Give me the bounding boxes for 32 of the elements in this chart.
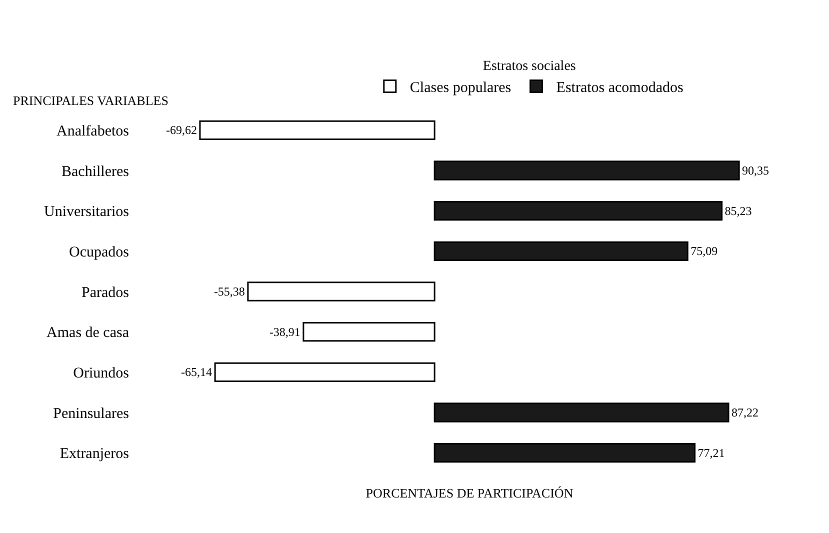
legend-label: Clases populares	[410, 80, 512, 96]
y-tick-label: Amas de casa	[46, 325, 130, 342]
y-axis-title: PRINCIPALES VARIABLES	[13, 93, 168, 108]
bar	[434, 443, 696, 463]
bar	[434, 160, 740, 180]
bar	[434, 402, 730, 422]
y-tick-label: Ocupados	[69, 244, 130, 260]
bar	[214, 362, 436, 382]
y-tick-label: Universitarios	[44, 204, 130, 220]
data-label: -38,91	[269, 324, 300, 339]
data-label: 85,23	[724, 204, 752, 218]
data-label: 90,35	[742, 164, 770, 178]
y-tick-label: Oriundos	[73, 365, 130, 382]
data-label: -55,38	[214, 284, 245, 299]
y-tick-label: Analfabetos	[56, 123, 130, 140]
legend-title: Estratos sociales	[482, 58, 576, 74]
y-tick-label: Extranjeros	[60, 446, 130, 462]
y-tick-label: Bachilleres	[62, 164, 130, 180]
y-tick-label: Parados	[82, 284, 130, 301]
data-label: 75,09	[690, 244, 718, 258]
bar	[302, 322, 436, 342]
y-tick-label: Peninsulares	[53, 406, 130, 422]
bar	[247, 282, 436, 302]
bar	[199, 120, 436, 140]
data-label: 77,21	[698, 446, 725, 460]
x-axis-title: PORCENTAJES DE PARTICIPACIÓN	[366, 486, 574, 501]
data-label: -69,62	[166, 123, 197, 138]
data-label: 87,22	[732, 406, 758, 420]
data-label: -65,14	[181, 365, 212, 380]
bar	[434, 201, 723, 221]
bar	[434, 241, 688, 261]
legend-label: Estratos acomodados	[556, 80, 684, 96]
